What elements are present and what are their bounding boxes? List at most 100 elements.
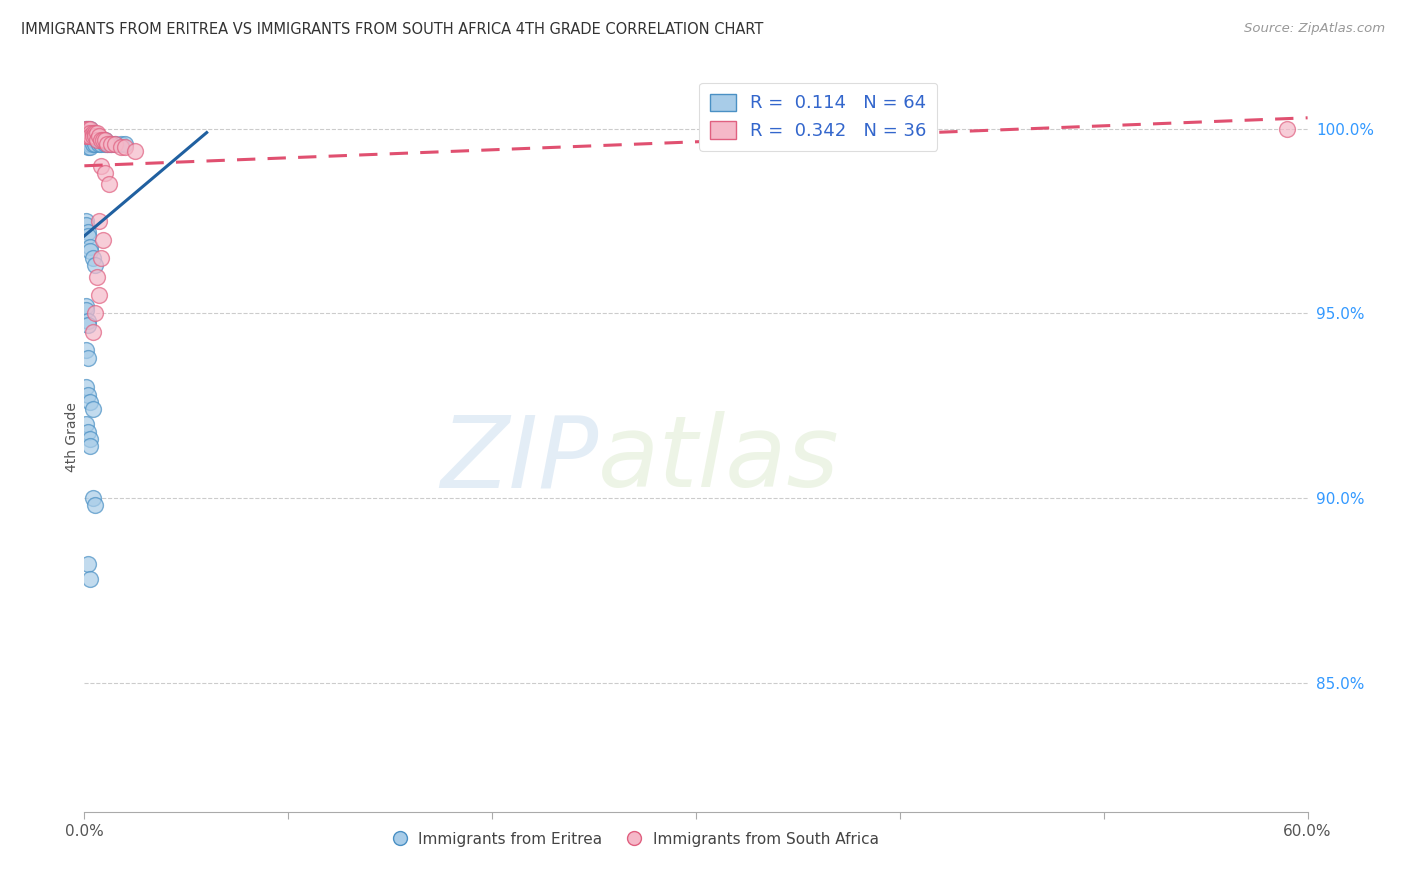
Text: Source: ZipAtlas.com: Source: ZipAtlas.com bbox=[1244, 22, 1385, 36]
Y-axis label: 4th Grade: 4th Grade bbox=[65, 402, 79, 472]
Point bbox=[79, 244, 101, 258]
Point bbox=[82, 126, 104, 140]
Point bbox=[77, 133, 100, 147]
Point bbox=[96, 136, 118, 151]
Point bbox=[87, 288, 110, 302]
Point bbox=[79, 121, 101, 136]
Point bbox=[77, 425, 100, 439]
Point bbox=[77, 121, 100, 136]
Point bbox=[96, 136, 118, 151]
Point bbox=[82, 129, 104, 144]
Point bbox=[91, 133, 114, 147]
Point bbox=[79, 129, 101, 144]
Point bbox=[82, 129, 104, 144]
Point bbox=[75, 299, 97, 313]
Point bbox=[77, 126, 100, 140]
Point bbox=[100, 136, 122, 151]
Point bbox=[77, 387, 100, 401]
Text: IMMIGRANTS FROM ERITREA VS IMMIGRANTS FROM SOUTH AFRICA 4TH GRADE CORRELATION CH: IMMIGRANTS FROM ERITREA VS IMMIGRANTS FR… bbox=[21, 22, 763, 37]
Point bbox=[83, 306, 105, 320]
Point bbox=[75, 126, 97, 140]
Point bbox=[75, 129, 97, 144]
Legend: Immigrants from Eritrea, Immigrants from South Africa: Immigrants from Eritrea, Immigrants from… bbox=[385, 826, 884, 853]
Point bbox=[75, 302, 97, 317]
Point bbox=[90, 133, 112, 147]
Point bbox=[93, 136, 115, 151]
Point bbox=[79, 133, 101, 147]
Point bbox=[90, 133, 112, 147]
Point bbox=[75, 126, 97, 140]
Point bbox=[75, 129, 97, 144]
Point bbox=[86, 129, 108, 144]
Point bbox=[93, 133, 115, 147]
Point bbox=[87, 133, 110, 147]
Point bbox=[90, 159, 112, 173]
Point bbox=[82, 251, 104, 265]
Point bbox=[83, 133, 105, 147]
Point bbox=[75, 380, 97, 394]
Point bbox=[75, 343, 97, 358]
Point bbox=[1277, 121, 1299, 136]
Point bbox=[91, 133, 114, 147]
Point bbox=[82, 126, 104, 140]
Point bbox=[90, 136, 112, 151]
Point bbox=[82, 402, 104, 417]
Point bbox=[83, 136, 105, 151]
Point bbox=[104, 136, 127, 151]
Point bbox=[75, 121, 97, 136]
Point bbox=[97, 178, 120, 192]
Point bbox=[83, 129, 105, 144]
Point bbox=[86, 133, 108, 147]
Point bbox=[75, 133, 97, 147]
Point bbox=[75, 214, 97, 228]
Point bbox=[100, 136, 122, 151]
Point bbox=[79, 395, 101, 409]
Point bbox=[114, 140, 136, 154]
Point bbox=[79, 432, 101, 446]
Point bbox=[114, 136, 136, 151]
Point bbox=[77, 225, 100, 239]
Point bbox=[110, 136, 132, 151]
Point bbox=[77, 314, 100, 328]
Point bbox=[75, 218, 97, 232]
Point bbox=[79, 439, 101, 453]
Point bbox=[87, 214, 110, 228]
Point bbox=[83, 259, 105, 273]
Point bbox=[79, 572, 101, 586]
Point bbox=[77, 136, 100, 151]
Point bbox=[82, 136, 104, 151]
Point bbox=[77, 558, 100, 572]
Text: atlas: atlas bbox=[598, 411, 839, 508]
Point bbox=[77, 140, 100, 154]
Point bbox=[97, 136, 120, 151]
Point bbox=[79, 121, 101, 136]
Point bbox=[77, 129, 100, 144]
Point bbox=[93, 133, 115, 147]
Text: ZIP: ZIP bbox=[440, 411, 598, 508]
Point bbox=[79, 126, 101, 140]
Point bbox=[87, 129, 110, 144]
Point bbox=[77, 126, 100, 140]
Point bbox=[79, 126, 101, 140]
Point bbox=[77, 228, 100, 243]
Point bbox=[86, 133, 108, 147]
Point bbox=[86, 269, 108, 284]
Point bbox=[93, 166, 115, 180]
Point bbox=[124, 144, 146, 158]
Point bbox=[77, 121, 100, 136]
Point bbox=[83, 126, 105, 140]
Point bbox=[79, 140, 101, 154]
Point bbox=[82, 133, 104, 147]
Point bbox=[104, 136, 127, 151]
Point bbox=[77, 351, 100, 365]
Point bbox=[79, 129, 101, 144]
Point bbox=[83, 129, 105, 144]
Point bbox=[75, 417, 97, 432]
Point bbox=[77, 129, 100, 144]
Point bbox=[82, 491, 104, 505]
Point bbox=[77, 318, 100, 332]
Point bbox=[110, 140, 132, 154]
Point bbox=[91, 233, 114, 247]
Point bbox=[79, 240, 101, 254]
Point bbox=[83, 499, 105, 513]
